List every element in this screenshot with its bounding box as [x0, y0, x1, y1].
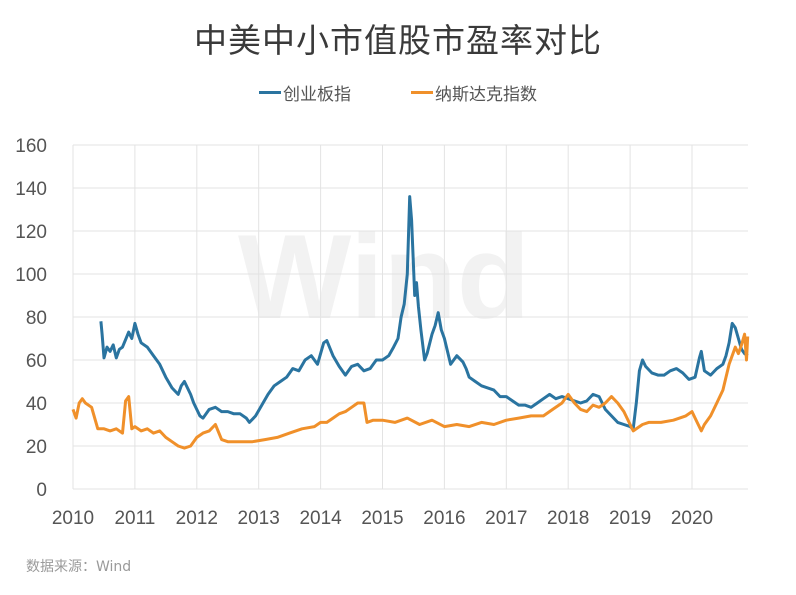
x-tick-label: 2018 [547, 508, 589, 529]
legend-item-nasdaq: 纳斯达克指数 [411, 80, 537, 105]
x-tick-label: 2012 [176, 508, 218, 529]
series-line-chinext [99, 195, 749, 431]
y-tick-label: 80 [26, 308, 47, 329]
x-tick-label: 2010 [52, 508, 94, 529]
x-tick-label: 2019 [609, 508, 651, 529]
x-tick-label: 2016 [423, 508, 465, 529]
data-source-note: 数据来源：Wind [26, 559, 132, 575]
axis-labels: 0 20 40 60 80 100 120 140 160 2010 2011 2012 2013 201… [15, 136, 713, 529]
y-tick-label: 140 [15, 179, 47, 200]
legend: 创业板指 纳斯达克指数 [0, 80, 796, 105]
gridlines [72, 144, 748, 490]
legend-label-chinext: 创业板指 [283, 85, 351, 105]
data-lines [71, 195, 750, 450]
legend-item-chinext: 创业板指 [259, 80, 351, 105]
legend-label-nasdaq: 纳斯达克指数 [435, 85, 537, 105]
series-line-nasdaq [71, 332, 750, 450]
x-tick-label: 2020 [671, 508, 713, 529]
legend-swatch-blue [259, 91, 281, 94]
y-tick-label: 60 [26, 351, 47, 372]
y-tick-label: 160 [15, 136, 47, 157]
chart-title: 中美中小市值股市盈率对比 [194, 21, 602, 60]
y-tick-label: 20 [26, 437, 47, 458]
y-tick-label: 120 [15, 222, 47, 243]
x-tick-label: 2014 [299, 508, 342, 529]
legend-swatch-orange [411, 91, 433, 94]
x-tick-label: 2011 [114, 508, 155, 529]
watermark: Wind [238, 210, 530, 344]
y-tick-label: 40 [26, 394, 47, 415]
y-tick-label: 100 [15, 265, 47, 286]
y-tick-label: 0 [36, 480, 47, 501]
x-tick-label: 2017 [485, 508, 527, 529]
x-tick-label: 2013 [238, 508, 280, 529]
x-tick-label: 2015 [361, 508, 403, 529]
